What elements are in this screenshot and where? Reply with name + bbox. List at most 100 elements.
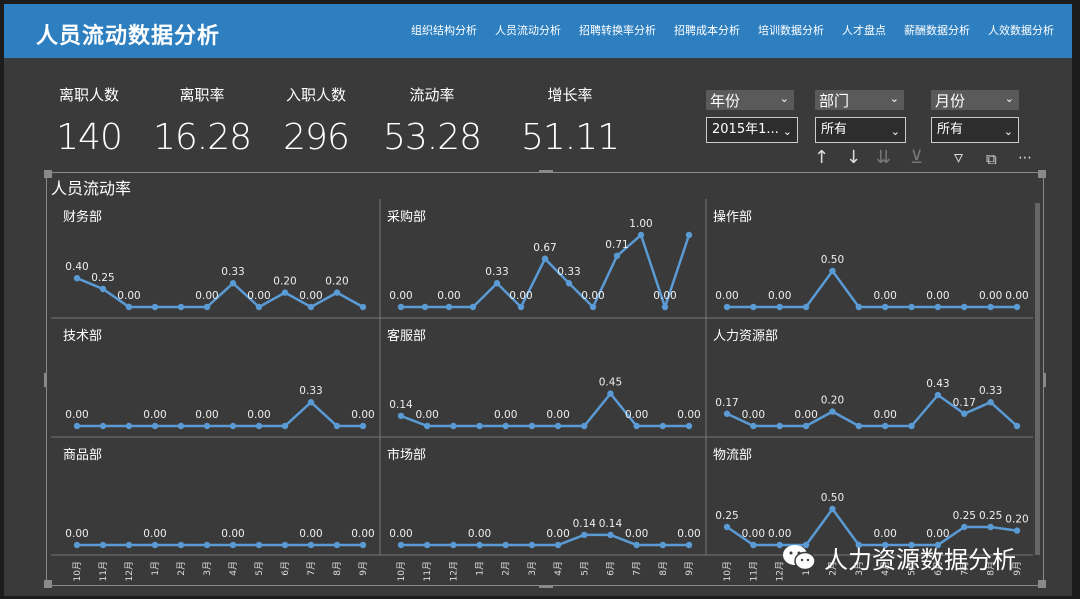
data-label: 0.00 bbox=[415, 409, 438, 421]
chevron-down-icon: ⌄ bbox=[1003, 125, 1013, 138]
filter-value: 所有 bbox=[937, 122, 964, 137]
nav-efficiency[interactable]: 人效数据分析 bbox=[988, 24, 1054, 37]
panel-title: 物流部 bbox=[713, 448, 752, 463]
resize-handle[interactable] bbox=[1038, 580, 1046, 588]
x-tick-label: 5月 bbox=[579, 561, 590, 576]
data-point bbox=[177, 541, 185, 549]
x-tick-label: 2月 bbox=[501, 561, 512, 576]
data-point bbox=[528, 541, 536, 549]
flow-rate-visual[interactable]: 人员流动率 财务部 0.40 0.25 0.00 0.00 0.33 0.00 0.20 0.0… bbox=[44, 170, 1046, 588]
kpi-value: 296 bbox=[283, 117, 350, 158]
data-point bbox=[445, 303, 453, 311]
data-point bbox=[99, 541, 107, 549]
dept-filter-header: 部门 ⌄ bbox=[815, 90, 904, 110]
series-line bbox=[726, 506, 1018, 547]
data-point bbox=[961, 303, 968, 311]
expand-hierarchy-icon[interactable]: ⊻ bbox=[910, 147, 924, 168]
vertical-scrollbar bbox=[1035, 203, 1040, 555]
data-label: 0.17 bbox=[953, 397, 976, 409]
data-label: 0.00 bbox=[351, 528, 374, 540]
data-label: 0.00 bbox=[794, 409, 817, 421]
nav-talent-review[interactable]: 人才盘点 bbox=[842, 24, 886, 37]
data-point bbox=[99, 422, 107, 430]
chevron-down-icon: ⌄ bbox=[782, 125, 792, 138]
resize-handle[interactable] bbox=[539, 170, 553, 173]
panel-title: 商品部 bbox=[63, 448, 102, 463]
drill-down-icon[interactable]: ↓ bbox=[846, 147, 862, 168]
report-canvas: 人员流动数据分析 组织结构分析 人员流动分析 招聘转换率分析 招聘成本分析 培训… bbox=[4, 4, 1072, 596]
nav-org-structure[interactable]: 组织结构分析 bbox=[411, 24, 477, 37]
chevron-down-icon[interactable]: ⌄ bbox=[889, 92, 899, 105]
x-tick-label: 4月 bbox=[228, 561, 239, 576]
data-label: 0.50 bbox=[821, 254, 844, 266]
data-label: 0.00 bbox=[768, 290, 791, 302]
resize-handle[interactable] bbox=[44, 580, 52, 588]
x-tick-label: 10月 bbox=[722, 561, 733, 581]
data-point bbox=[493, 280, 501, 287]
data-point bbox=[397, 412, 405, 420]
data-point bbox=[1013, 527, 1021, 534]
data-point bbox=[333, 422, 341, 430]
data-point bbox=[581, 422, 588, 430]
nav-recruit-conversion[interactable]: 招聘转换率分析 bbox=[579, 24, 656, 37]
chevron-down-icon[interactable]: ⌄ bbox=[779, 92, 789, 105]
data-label: 0.14 bbox=[599, 518, 623, 530]
data-point bbox=[607, 390, 614, 397]
month-filter-dropdown[interactable]: 所有 ⌄ bbox=[931, 117, 1019, 143]
data-point bbox=[469, 303, 477, 311]
resize-handle[interactable] bbox=[44, 170, 52, 178]
data-point bbox=[359, 541, 367, 549]
resize-handle[interactable] bbox=[1038, 170, 1046, 178]
data-point bbox=[908, 303, 915, 311]
x-tick-label: 11月 bbox=[748, 561, 759, 581]
more-options-icon[interactable]: ⋯ bbox=[1018, 150, 1032, 166]
series-line bbox=[77, 400, 363, 428]
data-point bbox=[307, 541, 315, 549]
data-label: 0.40 bbox=[65, 261, 88, 273]
data-point bbox=[659, 541, 667, 549]
visual-title: 人员流动率 bbox=[51, 179, 132, 198]
data-point bbox=[685, 541, 693, 549]
data-point bbox=[723, 410, 731, 417]
resize-handle[interactable] bbox=[1043, 373, 1046, 387]
chevron-down-icon[interactable]: ⌄ bbox=[1004, 92, 1014, 105]
data-point bbox=[502, 422, 509, 430]
kpi-growth-rate: 增长率 51.11 bbox=[520, 84, 620, 158]
month-filter-header: 月份 ⌄ bbox=[931, 90, 1019, 110]
nav-recruit-cost[interactable]: 招聘成本分析 bbox=[674, 24, 740, 37]
data-point bbox=[607, 531, 614, 539]
data-point bbox=[661, 303, 669, 311]
x-tick-label: 12月 bbox=[124, 561, 135, 581]
resize-handle[interactable] bbox=[44, 373, 47, 387]
data-point bbox=[908, 422, 915, 430]
x-tick-label: 3月 bbox=[202, 561, 213, 576]
nav-salary[interactable]: 薪酬数据分析 bbox=[904, 24, 970, 37]
data-point bbox=[881, 422, 889, 430]
kpi-flow-rate: 流动率 53.28 bbox=[382, 84, 482, 158]
dept-filter-dropdown[interactable]: 所有 ⌄ bbox=[815, 117, 906, 143]
focus-mode-icon[interactable]: ⧉ bbox=[986, 150, 997, 168]
data-point bbox=[281, 541, 289, 549]
data-point bbox=[423, 422, 431, 430]
data-point bbox=[961, 523, 968, 531]
resize-handle[interactable] bbox=[539, 585, 553, 588]
data-label: 0.00 bbox=[715, 290, 738, 302]
data-point bbox=[229, 541, 237, 549]
data-point bbox=[750, 303, 757, 311]
kpi-value: 51.11 bbox=[520, 117, 620, 158]
filter-icon[interactable]: ▿ bbox=[954, 147, 964, 168]
data-point bbox=[934, 541, 942, 549]
data-label: 0.00 bbox=[768, 528, 791, 540]
nav-staff-flow[interactable]: 人员流动分析 bbox=[495, 24, 561, 37]
year-filter-dropdown[interactable]: 2015年1... ⌄ bbox=[706, 117, 798, 143]
drill-up-icon[interactable]: ↑ bbox=[814, 147, 830, 168]
data-label: 0.00 bbox=[873, 528, 896, 540]
data-label: 0.00 bbox=[742, 409, 765, 421]
expand-next-level-icon[interactable]: ⇊ bbox=[876, 147, 892, 168]
data-point bbox=[281, 422, 289, 430]
nav-training[interactable]: 培训数据分析 bbox=[758, 24, 824, 37]
data-point bbox=[776, 541, 783, 549]
kpi-label: 流动率 bbox=[409, 86, 455, 104]
x-tick-label: 5月 bbox=[907, 561, 918, 576]
data-point bbox=[203, 303, 211, 311]
